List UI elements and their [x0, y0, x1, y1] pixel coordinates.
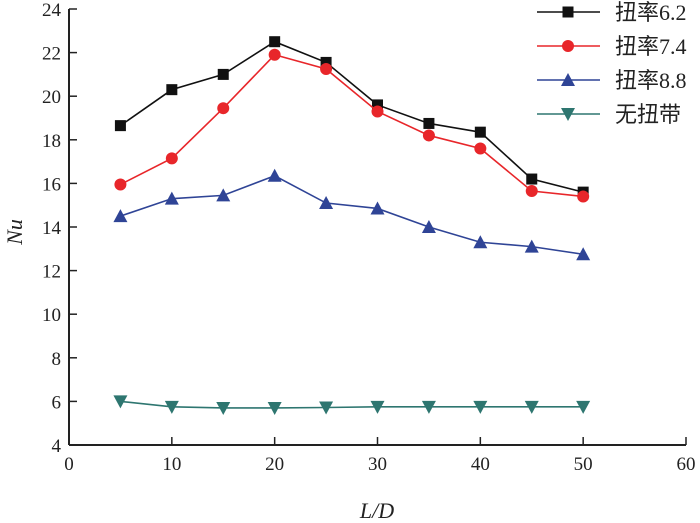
x-tick-label: 10 [162, 454, 181, 475]
x-tick-label: 0 [64, 454, 74, 475]
x-tick-label: 60 [677, 454, 696, 475]
y-tick-label: 4 [52, 436, 62, 457]
data-point-circle [474, 142, 487, 155]
data-point-square [269, 36, 281, 48]
data-point-circle [371, 105, 384, 118]
data-point-circle [268, 48, 281, 61]
data-point-triangle-down [164, 400, 179, 414]
legend-label: 扭率7.4 [615, 34, 687, 59]
series-3 [113, 168, 591, 261]
data-point-triangle [216, 188, 231, 202]
y-tick-label: 20 [42, 87, 61, 108]
data-point-triangle-down [113, 395, 128, 409]
data-point-triangle-down [576, 400, 591, 414]
data-point-triangle-down [267, 401, 282, 415]
data-point-triangle [319, 196, 334, 210]
legend-item: 扭率7.4 [537, 34, 687, 59]
data-point-square [320, 56, 332, 68]
legend-label: 扭率8.8 [615, 68, 687, 93]
data-point-square [562, 6, 574, 18]
data-point-triangle [267, 168, 282, 182]
series-line [120, 400, 584, 409]
y-tick-label: 8 [52, 349, 62, 370]
legend-item: 无扭带 [537, 102, 681, 127]
y-tick-label: 22 [42, 44, 61, 65]
data-point-triangle-down [319, 401, 334, 415]
series-4 [113, 395, 591, 415]
data-point-triangle-down [216, 401, 231, 415]
data-point-triangle-down [561, 108, 575, 121]
x-tick-label: 50 [574, 454, 593, 475]
data-point-triangle [370, 201, 385, 215]
data-point-triangle [113, 209, 128, 223]
x-tick-label: 20 [265, 454, 284, 475]
data-point-triangle-down [370, 400, 385, 414]
legend-item: 扭率6.2 [537, 0, 687, 25]
data-point-circle [525, 185, 538, 198]
series-line [120, 174, 584, 256]
y-tick-label: 14 [42, 218, 62, 239]
data-point-triangle [561, 73, 575, 86]
data-point-circle [320, 62, 333, 75]
series-line [120, 53, 584, 198]
x-tick-label: 30 [368, 454, 387, 475]
x-tick-label: 40 [471, 454, 490, 475]
data-point-square [423, 117, 435, 129]
data-point-square [526, 173, 538, 185]
data-point-triangle [421, 220, 436, 233]
data-point-square [372, 99, 383, 111]
data-point-triangle-down [524, 400, 539, 414]
legend-label: 无扭带 [615, 102, 681, 127]
data-point-circle [114, 178, 127, 191]
y-tick-label: 16 [42, 174, 61, 195]
y-tick-label: 18 [42, 131, 61, 152]
series-line [119, 40, 584, 193]
data-point-square [114, 120, 126, 132]
y-tick-label: 12 [42, 262, 61, 283]
data-point-circle [422, 129, 435, 142]
x-axis-label: L/D [359, 498, 394, 523]
data-point-square [166, 84, 178, 96]
data-point-circle [165, 152, 178, 165]
y-tick-label: 10 [42, 305, 61, 326]
data-point-triangle [524, 239, 539, 253]
data-point-circle [562, 40, 574, 52]
y-axis-label: Nu [2, 219, 27, 246]
data-point-square [217, 68, 229, 80]
data-point-circle [217, 102, 230, 115]
data-point-triangle [576, 247, 591, 261]
data-point-circle [577, 190, 590, 203]
legend-item: 扭率8.8 [537, 68, 687, 93]
data-point-square [474, 126, 486, 138]
data-point-triangle [164, 191, 179, 205]
series-1 [114, 36, 589, 198]
data-point-triangle [473, 235, 488, 249]
y-tick-label: 6 [52, 392, 62, 413]
data-point-triangle-down [473, 400, 488, 414]
y-tick-label: 24 [42, 0, 62, 21]
legend-label: 扭率6.2 [615, 0, 687, 25]
data-point-triangle-down [421, 400, 436, 414]
series-2 [114, 48, 590, 203]
